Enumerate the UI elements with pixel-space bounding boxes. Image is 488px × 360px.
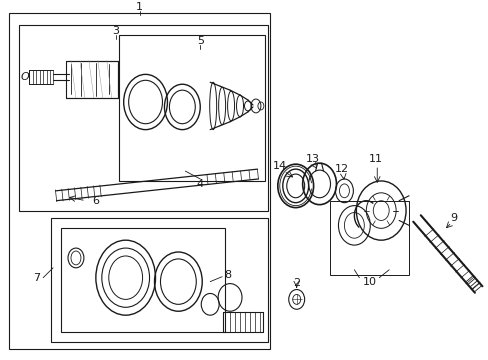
Text: 6: 6 (92, 196, 99, 206)
Text: 13: 13 (305, 154, 319, 164)
Bar (61, 228, 224, 332)
Text: 12: 12 (334, 164, 348, 174)
Text: 11: 11 (368, 154, 383, 164)
Text: O: O (21, 72, 30, 82)
Bar (9, 13, 269, 349)
Bar (66, 60, 118, 98)
Bar (119, 35, 264, 181)
Text: 9: 9 (449, 213, 456, 224)
Text: 3: 3 (112, 26, 119, 36)
Text: 2: 2 (292, 278, 300, 288)
Text: 7: 7 (33, 273, 40, 283)
Bar (51, 219, 267, 342)
Bar (329, 201, 408, 275)
Text: 4: 4 (196, 179, 203, 189)
Text: 1: 1 (136, 2, 143, 12)
Text: 10: 10 (363, 276, 377, 287)
Bar (19, 25, 267, 211)
Text: 8: 8 (224, 270, 231, 280)
Text: 5: 5 (196, 36, 203, 46)
Text: 14: 14 (272, 161, 286, 171)
